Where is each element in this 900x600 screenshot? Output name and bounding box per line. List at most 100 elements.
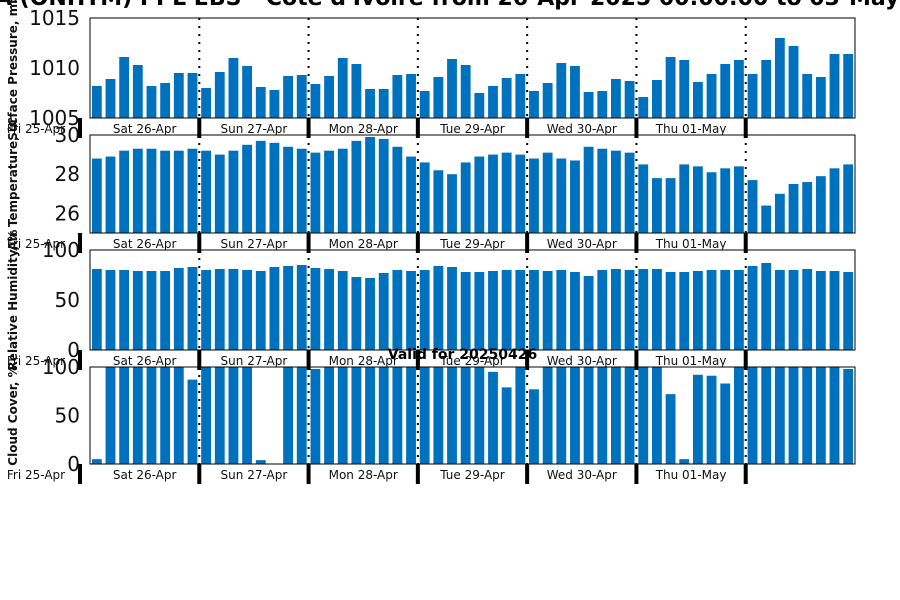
bar — [501, 387, 512, 464]
bar — [501, 78, 512, 118]
bar — [774, 193, 785, 233]
bar — [187, 148, 198, 233]
bar — [324, 367, 334, 464]
bar — [761, 367, 772, 464]
bar — [91, 459, 102, 464]
bar — [679, 60, 690, 118]
bar — [761, 60, 772, 118]
bar — [761, 205, 772, 233]
y-tick-label: 50 — [55, 288, 80, 312]
bar — [187, 267, 198, 350]
plot-frame — [89, 17, 856, 119]
bar — [310, 152, 321, 233]
bar — [351, 277, 362, 350]
bar — [296, 367, 307, 464]
bar — [733, 166, 744, 233]
bar — [365, 136, 375, 233]
bar — [160, 367, 171, 464]
bar — [447, 267, 457, 350]
bar — [720, 270, 731, 350]
bar — [365, 367, 375, 464]
bar — [488, 371, 498, 464]
x-tick-label: Tue 29-Apr — [439, 237, 504, 251]
bar — [201, 150, 212, 233]
bar — [624, 152, 635, 233]
bar — [378, 273, 389, 350]
bar — [720, 64, 731, 118]
bar — [146, 367, 157, 464]
bar — [365, 89, 375, 118]
bar — [132, 367, 143, 464]
bar — [679, 459, 690, 464]
bar — [201, 270, 212, 350]
bar — [583, 92, 594, 118]
bar — [529, 91, 539, 118]
bar — [529, 270, 539, 350]
bar — [542, 83, 553, 118]
bar — [269, 90, 280, 118]
bar — [132, 65, 143, 118]
bar — [283, 76, 293, 118]
bar — [91, 269, 102, 350]
bar — [733, 270, 744, 350]
bar — [146, 271, 157, 350]
bar — [324, 269, 334, 350]
bar — [269, 267, 280, 350]
bar — [351, 367, 362, 464]
y-tick-label: 0 — [67, 452, 80, 476]
bar — [228, 58, 239, 118]
bar — [119, 150, 130, 233]
bar — [132, 271, 143, 350]
bar — [242, 144, 253, 233]
bar — [802, 182, 813, 233]
x-tick-label: Sun 27-Apr — [221, 122, 288, 136]
bar — [447, 59, 457, 118]
bar — [406, 156, 416, 233]
bar — [255, 460, 266, 464]
y-axis-label: Cloud Cover, % — [6, 365, 20, 465]
bar — [460, 367, 471, 464]
bar — [542, 271, 553, 350]
bar — [597, 270, 608, 350]
bar — [761, 263, 772, 350]
bar — [638, 97, 649, 118]
bar — [788, 367, 799, 464]
x-tick-label: Fri 25-Apr — [7, 354, 65, 368]
bar — [337, 148, 348, 233]
bar — [419, 270, 430, 350]
bar — [283, 146, 293, 233]
bar — [692, 374, 703, 464]
bar — [652, 178, 662, 233]
bar — [774, 38, 785, 118]
x-tick-label: Mon 28-Apr — [329, 354, 398, 368]
bar — [365, 278, 375, 350]
x-tick-label: Sun 27-Apr — [221, 354, 288, 368]
bar — [242, 367, 253, 464]
bar — [474, 367, 485, 464]
bar — [242, 66, 253, 118]
bar — [419, 91, 430, 118]
x-tick-label: Sun 27-Apr — [221, 237, 288, 251]
x-tick-label: Sat 26-Apr — [113, 122, 177, 136]
bar — [447, 174, 457, 233]
bar — [460, 162, 471, 233]
x-tick-label: Tue 29-Apr — [439, 354, 504, 368]
bar — [652, 367, 662, 464]
plot-frame — [89, 134, 856, 234]
x-tick-label: Fri 25-Apr — [7, 237, 65, 251]
panel-title: Valid for 20250426 — [388, 347, 537, 363]
bar — [706, 74, 717, 118]
bar — [501, 270, 512, 350]
bar — [747, 180, 758, 233]
bar — [829, 168, 840, 233]
bar — [802, 367, 813, 464]
bar — [583, 146, 594, 233]
bar — [815, 77, 826, 118]
bar — [570, 160, 580, 233]
bar — [91, 158, 102, 233]
bar — [515, 270, 526, 350]
bar — [214, 269, 225, 350]
bar — [228, 269, 239, 350]
